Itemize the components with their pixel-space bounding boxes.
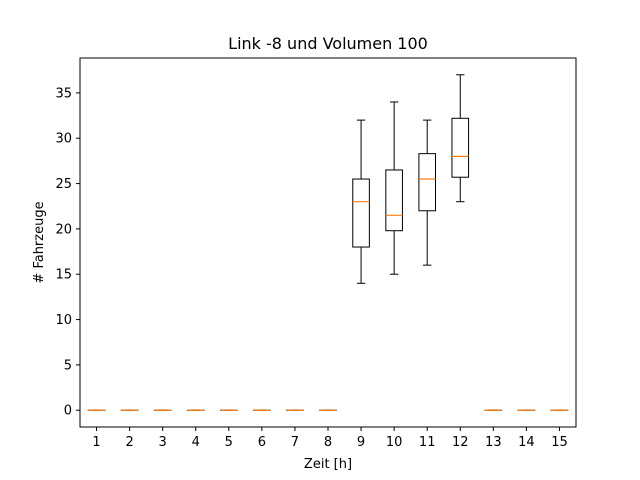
chart-title: Link -8 und Volumen 100 <box>228 34 428 53</box>
y-tick-label-1: 5 <box>64 358 72 373</box>
x-tick-label-12: 12 <box>452 435 469 450</box>
y-tick-label-7: 35 <box>55 86 72 101</box>
x-tick-label-5: 5 <box>225 435 233 450</box>
box-11 <box>418 119 436 266</box>
x-tick-label-2: 2 <box>125 435 133 450</box>
x-tick-label-13: 13 <box>485 435 502 450</box>
x-axis-label: Zeit [h] <box>304 457 352 472</box>
box-12 <box>451 74 470 203</box>
x-tick-label-6: 6 <box>258 435 266 450</box>
y-tick-label-6: 30 <box>55 132 72 147</box>
y-tick-label-5: 25 <box>55 177 72 192</box>
plot-area <box>87 74 569 411</box>
x-tick-label-14: 14 <box>518 435 535 450</box>
y-tick-label-0: 0 <box>64 404 72 419</box>
y-tick-label-4: 20 <box>55 222 72 237</box>
x-tick-label-8: 8 <box>324 435 332 450</box>
box-body-10 <box>385 169 403 232</box>
box-body-9 <box>352 178 370 248</box>
y-tick-label-3: 15 <box>55 268 72 283</box>
x-tick-label-9: 9 <box>357 435 365 450</box>
x-tick-label-4: 4 <box>192 435 200 450</box>
y-tick-label-2: 10 <box>55 313 72 328</box>
x-tick-label-15: 15 <box>551 435 568 450</box>
x-tick-label-11: 11 <box>419 435 436 450</box>
x-tick-label-3: 3 <box>159 435 167 450</box>
y-axis-label: # Fahrzeuge <box>32 201 47 283</box>
box-body-12 <box>451 117 470 178</box>
x-tick-label-7: 7 <box>291 435 299 450</box>
x-tick-label-1: 1 <box>92 435 100 450</box>
box-body-11 <box>418 153 436 212</box>
box-10 <box>385 101 403 275</box>
box-9 <box>352 119 370 284</box>
x-tick-label-10: 10 <box>386 435 403 450</box>
